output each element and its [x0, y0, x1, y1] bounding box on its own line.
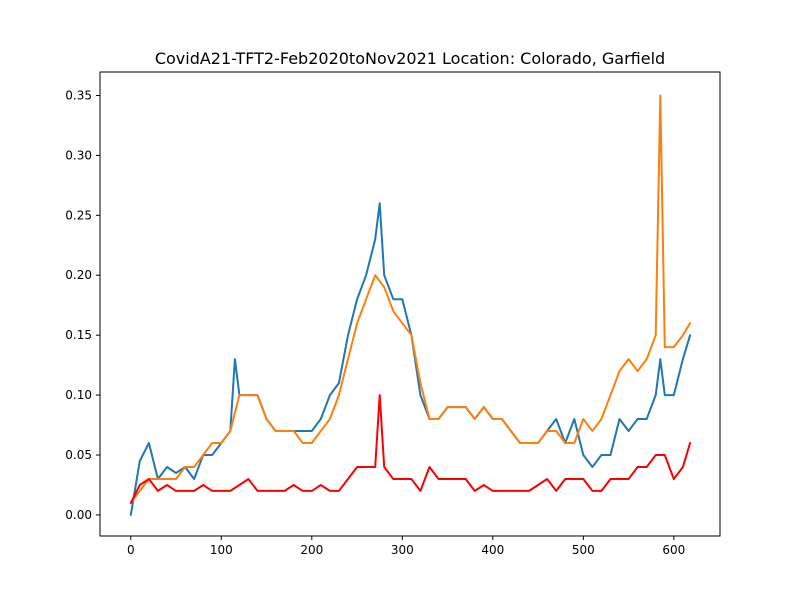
y-tick-label: 0.00	[65, 508, 92, 522]
plot-background	[100, 72, 720, 536]
x-tick-label: 0	[127, 543, 135, 557]
series-line-2	[129, 94, 692, 504]
y-tick-label: 0.15	[65, 328, 92, 342]
x-tick-label: 300	[391, 543, 414, 557]
series-layer	[129, 94, 692, 516]
plot-frame	[99, 71, 721, 537]
y-tick-label: 0.20	[65, 268, 92, 282]
x-tick-label: 400	[481, 543, 504, 557]
y-tick-label: 0.05	[65, 448, 92, 462]
x-tick-label: 500	[572, 543, 595, 557]
y-tick-label: 0.30	[65, 148, 92, 162]
x-tick-label: 200	[300, 543, 323, 557]
x-tick-label: 600	[662, 543, 685, 557]
plot-area	[100, 72, 720, 536]
axes-layer: 0 100 200 300 400 500 600 0.00 0.05 0.10 0.15 0.20 0…	[65, 71, 721, 557]
x-tick-label: 100	[210, 543, 233, 557]
y-tick-label: 0.35	[65, 88, 92, 102]
series-line-3	[129, 394, 692, 504]
chart-title: CovidA21-TFT2-Feb2020toNov2021 Location:…	[155, 49, 665, 68]
y-tick-label: 0.10	[65, 388, 92, 402]
y-tick-label: 0.25	[65, 208, 92, 222]
